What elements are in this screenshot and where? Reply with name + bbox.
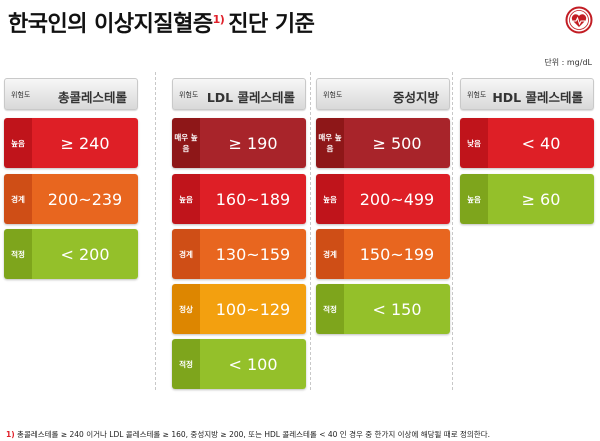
risk-level-tag: 높음 [172, 174, 200, 224]
threshold-value: < 40 [488, 118, 594, 168]
criteria-row: 경계 150~199 [316, 229, 450, 279]
threshold-value: < 150 [344, 284, 450, 334]
footnote-mark: 1) [6, 430, 15, 439]
risk-level-tag: 적정 [172, 339, 200, 389]
risk-level-label: 위험도 [467, 91, 487, 99]
footnote-text: 총콜레스테롤 ≥ 240 이거나 LDL 콜레스테롤 ≥ 160, 중성지방 ≥… [17, 430, 490, 439]
page-title: 한국인의 이상지질혈증1) 진단 기준 [8, 6, 315, 38]
threshold-value: < 100 [200, 339, 306, 389]
criteria-row: 매우 높음 ≥ 500 [316, 118, 450, 168]
risk-level-tag: 높음 [4, 118, 32, 168]
threshold-value: < 200 [32, 229, 138, 279]
risk-level-tag: 매우 높음 [316, 118, 344, 168]
risk-level-tag: 경계 [316, 229, 344, 279]
risk-level-tag: 낮음 [460, 118, 488, 168]
column-header-label: 중성지방 [392, 90, 439, 105]
criteria-row: 경계 200~239 [4, 174, 138, 224]
threshold-value: ≥ 190 [200, 118, 306, 168]
threshold-value: ≥ 60 [488, 174, 594, 224]
criteria-row: 높음 ≥ 60 [460, 174, 594, 224]
risk-level-tag: 경계 [4, 174, 32, 224]
criteria-row: 높음 200~499 [316, 174, 450, 224]
risk-level-tag: 적정 [316, 284, 344, 334]
footnote: 1) 총콜레스테롤 ≥ 240 이거나 LDL 콜레스테롤 ≥ 160, 중성지… [6, 429, 490, 440]
threshold-value: ≥ 500 [344, 118, 450, 168]
column-header: 위험도 총콜레스테롤 [4, 78, 138, 110]
threshold-value: 100~129 [200, 284, 306, 334]
risk-level-tag: 매우 높음 [172, 118, 200, 168]
criteria-row: 매우 높음 ≥ 190 [172, 118, 306, 168]
column-header-label: LDL 콜레스테롤 [206, 90, 295, 105]
risk-level-tag: 경계 [172, 229, 200, 279]
title-text: 한국인의 이상지질혈증 [8, 12, 213, 37]
column-divider [310, 72, 311, 390]
unit-label: 단위 : mg/dL [544, 58, 592, 67]
risk-level-label: 위험도 [179, 91, 199, 99]
threshold-value: ≥ 240 [32, 118, 138, 168]
criteria-row: 적정 < 150 [316, 284, 450, 334]
title-footnote-mark: 1) [212, 12, 225, 26]
column-divider [452, 72, 453, 390]
column-header: 위험도 중성지방 [316, 78, 450, 110]
criteria-row: 높음 160~189 [172, 174, 306, 224]
threshold-value: 200~239 [32, 174, 138, 224]
column-divider [155, 72, 156, 390]
risk-level-tag: 높음 [460, 174, 488, 224]
risk-level-label: 위험도 [323, 91, 343, 99]
risk-level-tag: 적정 [4, 229, 32, 279]
heart-logo-icon [565, 6, 593, 34]
threshold-value: 130~159 [200, 229, 306, 279]
threshold-value: 200~499 [344, 174, 450, 224]
title-suffix: 진단 기준 [228, 12, 315, 37]
column-header-label: 총콜레스테롤 [57, 90, 127, 105]
column-header: 위험도 HDL 콜레스테롤 [460, 78, 594, 110]
threshold-value: 150~199 [344, 229, 450, 279]
criteria-row: 적정 < 200 [4, 229, 138, 279]
column-header: 위험도 LDL 콜레스테롤 [172, 78, 306, 110]
column-header-label: HDL 콜레스테롤 [492, 90, 583, 105]
threshold-value: 160~189 [200, 174, 306, 224]
risk-level-tag: 높음 [316, 174, 344, 224]
criteria-row: 낮음 < 40 [460, 118, 594, 168]
criteria-row: 경계 130~159 [172, 229, 306, 279]
risk-level-tag: 정상 [172, 284, 200, 334]
criteria-row: 정상 100~129 [172, 284, 306, 334]
criteria-row: 적정 < 100 [172, 339, 306, 389]
risk-level-label: 위험도 [11, 91, 31, 99]
criteria-row: 높음 ≥ 240 [4, 118, 138, 168]
